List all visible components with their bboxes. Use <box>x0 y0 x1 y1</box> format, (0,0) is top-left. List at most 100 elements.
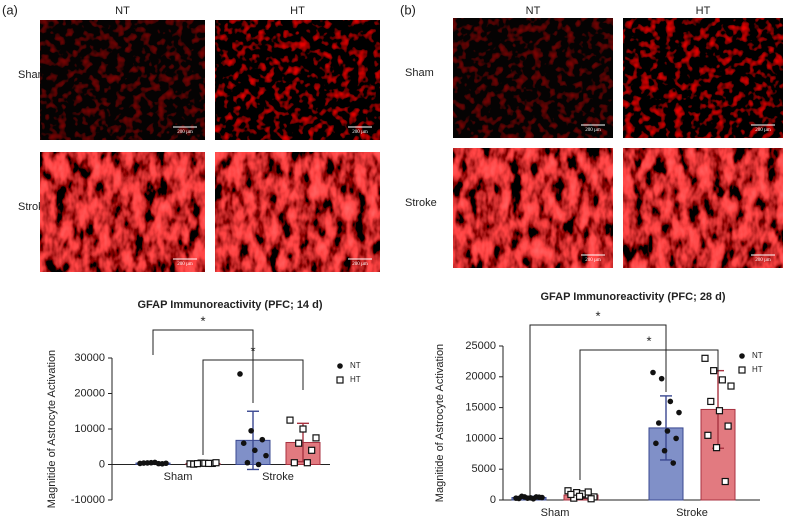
data-point <box>259 436 266 443</box>
data-point <box>661 447 668 454</box>
data-point <box>658 375 665 382</box>
row-label: Sham <box>405 67 434 79</box>
data-point <box>650 369 656 376</box>
data-point <box>704 431 712 439</box>
panel-label: (b) <box>400 2 416 17</box>
data-point <box>524 495 531 501</box>
legend-label: NT <box>350 361 361 370</box>
y-tick-label: 15000 <box>465 402 496 414</box>
legend-marker <box>336 376 344 384</box>
scale-bar-label: 200 µm <box>585 128 601 133</box>
scale-bar-label: 200 µm <box>755 258 771 263</box>
column-label: NT <box>115 5 130 17</box>
legend-marker <box>738 366 746 374</box>
micrograph-texture <box>623 18 783 138</box>
x-tick-label: Sham <box>164 471 193 483</box>
y-tick-label: -10000 <box>71 494 105 506</box>
micrograph-texture <box>215 20 380 140</box>
data-point <box>290 459 298 467</box>
legend-label: NT <box>752 351 763 360</box>
micrograph-texture <box>215 152 380 272</box>
data-point <box>255 461 262 468</box>
data-point <box>163 460 169 467</box>
y-tick-label: 30000 <box>74 352 105 364</box>
data-point <box>587 495 595 503</box>
data-point <box>295 439 303 447</box>
significance-label: * <box>595 308 600 323</box>
data-point <box>193 460 202 468</box>
data-point <box>533 494 540 500</box>
significance-label: * <box>250 343 255 358</box>
data-point <box>676 409 682 416</box>
significance-label: * <box>200 313 205 328</box>
significance-bracket <box>152 329 254 403</box>
scale-bar-label: 200 µm <box>755 128 771 133</box>
data-point <box>724 422 732 430</box>
significance-bracket <box>202 359 304 455</box>
data-point <box>667 398 674 405</box>
data-point <box>144 460 151 466</box>
scale-bar-label: 200 µm <box>177 130 193 135</box>
scale-bar-label: 200 µm <box>585 258 601 263</box>
column-label: NT <box>526 5 541 17</box>
data-point <box>718 376 726 384</box>
data-point <box>655 420 662 426</box>
y-tick-label: 10000 <box>465 432 496 444</box>
chart-title: GFAP Immunoreactivity (PFC; 14 d) <box>137 299 322 311</box>
y-tick-label: 10000 <box>74 423 105 435</box>
data-point <box>567 490 575 499</box>
y-tick-label: 20000 <box>465 371 496 383</box>
x-tick-label: Stroke <box>676 507 708 519</box>
panel-label: (a) <box>2 2 18 17</box>
data-point <box>303 459 311 467</box>
micrograph-texture <box>40 20 205 140</box>
data-point <box>299 425 307 433</box>
row-label: Stroke <box>405 197 437 209</box>
y-tick-label: 25000 <box>465 340 496 352</box>
scale-bar-label: 200 µm <box>352 130 368 135</box>
data-point <box>727 382 735 390</box>
y-tick-label: 0 <box>490 494 496 506</box>
legend-label: HT <box>350 375 361 384</box>
micrograph-texture <box>623 148 783 268</box>
data-point <box>653 440 659 447</box>
data-point <box>673 435 679 442</box>
data-point <box>710 367 718 375</box>
data-point <box>715 407 724 415</box>
data-point <box>670 460 677 466</box>
data-point <box>701 354 709 362</box>
data-point <box>308 446 316 454</box>
y-tick-label: 20000 <box>74 387 105 399</box>
y-tick-label: 0 <box>99 458 105 470</box>
x-tick-label: Stroke <box>262 471 294 483</box>
data-point <box>240 440 247 447</box>
data-point <box>248 427 254 434</box>
column-label: HT <box>290 5 305 17</box>
legend-marker <box>739 353 745 359</box>
significance-label: * <box>646 333 651 348</box>
data-point <box>155 460 162 467</box>
data-point <box>286 416 294 424</box>
data-point <box>252 447 258 454</box>
chart-title: GFAP Immunoreactivity (PFC; 28 d) <box>540 291 725 303</box>
x-tick-label: Sham <box>541 507 570 519</box>
row-label: Sham <box>18 69 47 81</box>
data-point <box>244 459 251 466</box>
scale-bar-label: 200 µm <box>352 262 368 267</box>
significance-bracket <box>579 349 719 480</box>
data-point <box>664 428 671 434</box>
data-point <box>712 444 721 452</box>
significance-bracket <box>529 324 667 495</box>
data-point <box>237 371 243 377</box>
y-tick-label: 5000 <box>472 463 496 475</box>
micrograph-texture <box>453 18 613 138</box>
scale-bar-label: 200 µm <box>177 262 193 267</box>
y-axis-label: Magnitide of Astrocyte Activation <box>434 344 446 502</box>
data-point <box>575 492 584 500</box>
legend-marker <box>337 363 343 369</box>
column-label: HT <box>696 5 711 17</box>
data-point <box>707 397 715 406</box>
y-axis-label: Magnitide of Astrocyte Activation <box>46 350 58 508</box>
data-point <box>312 434 320 442</box>
